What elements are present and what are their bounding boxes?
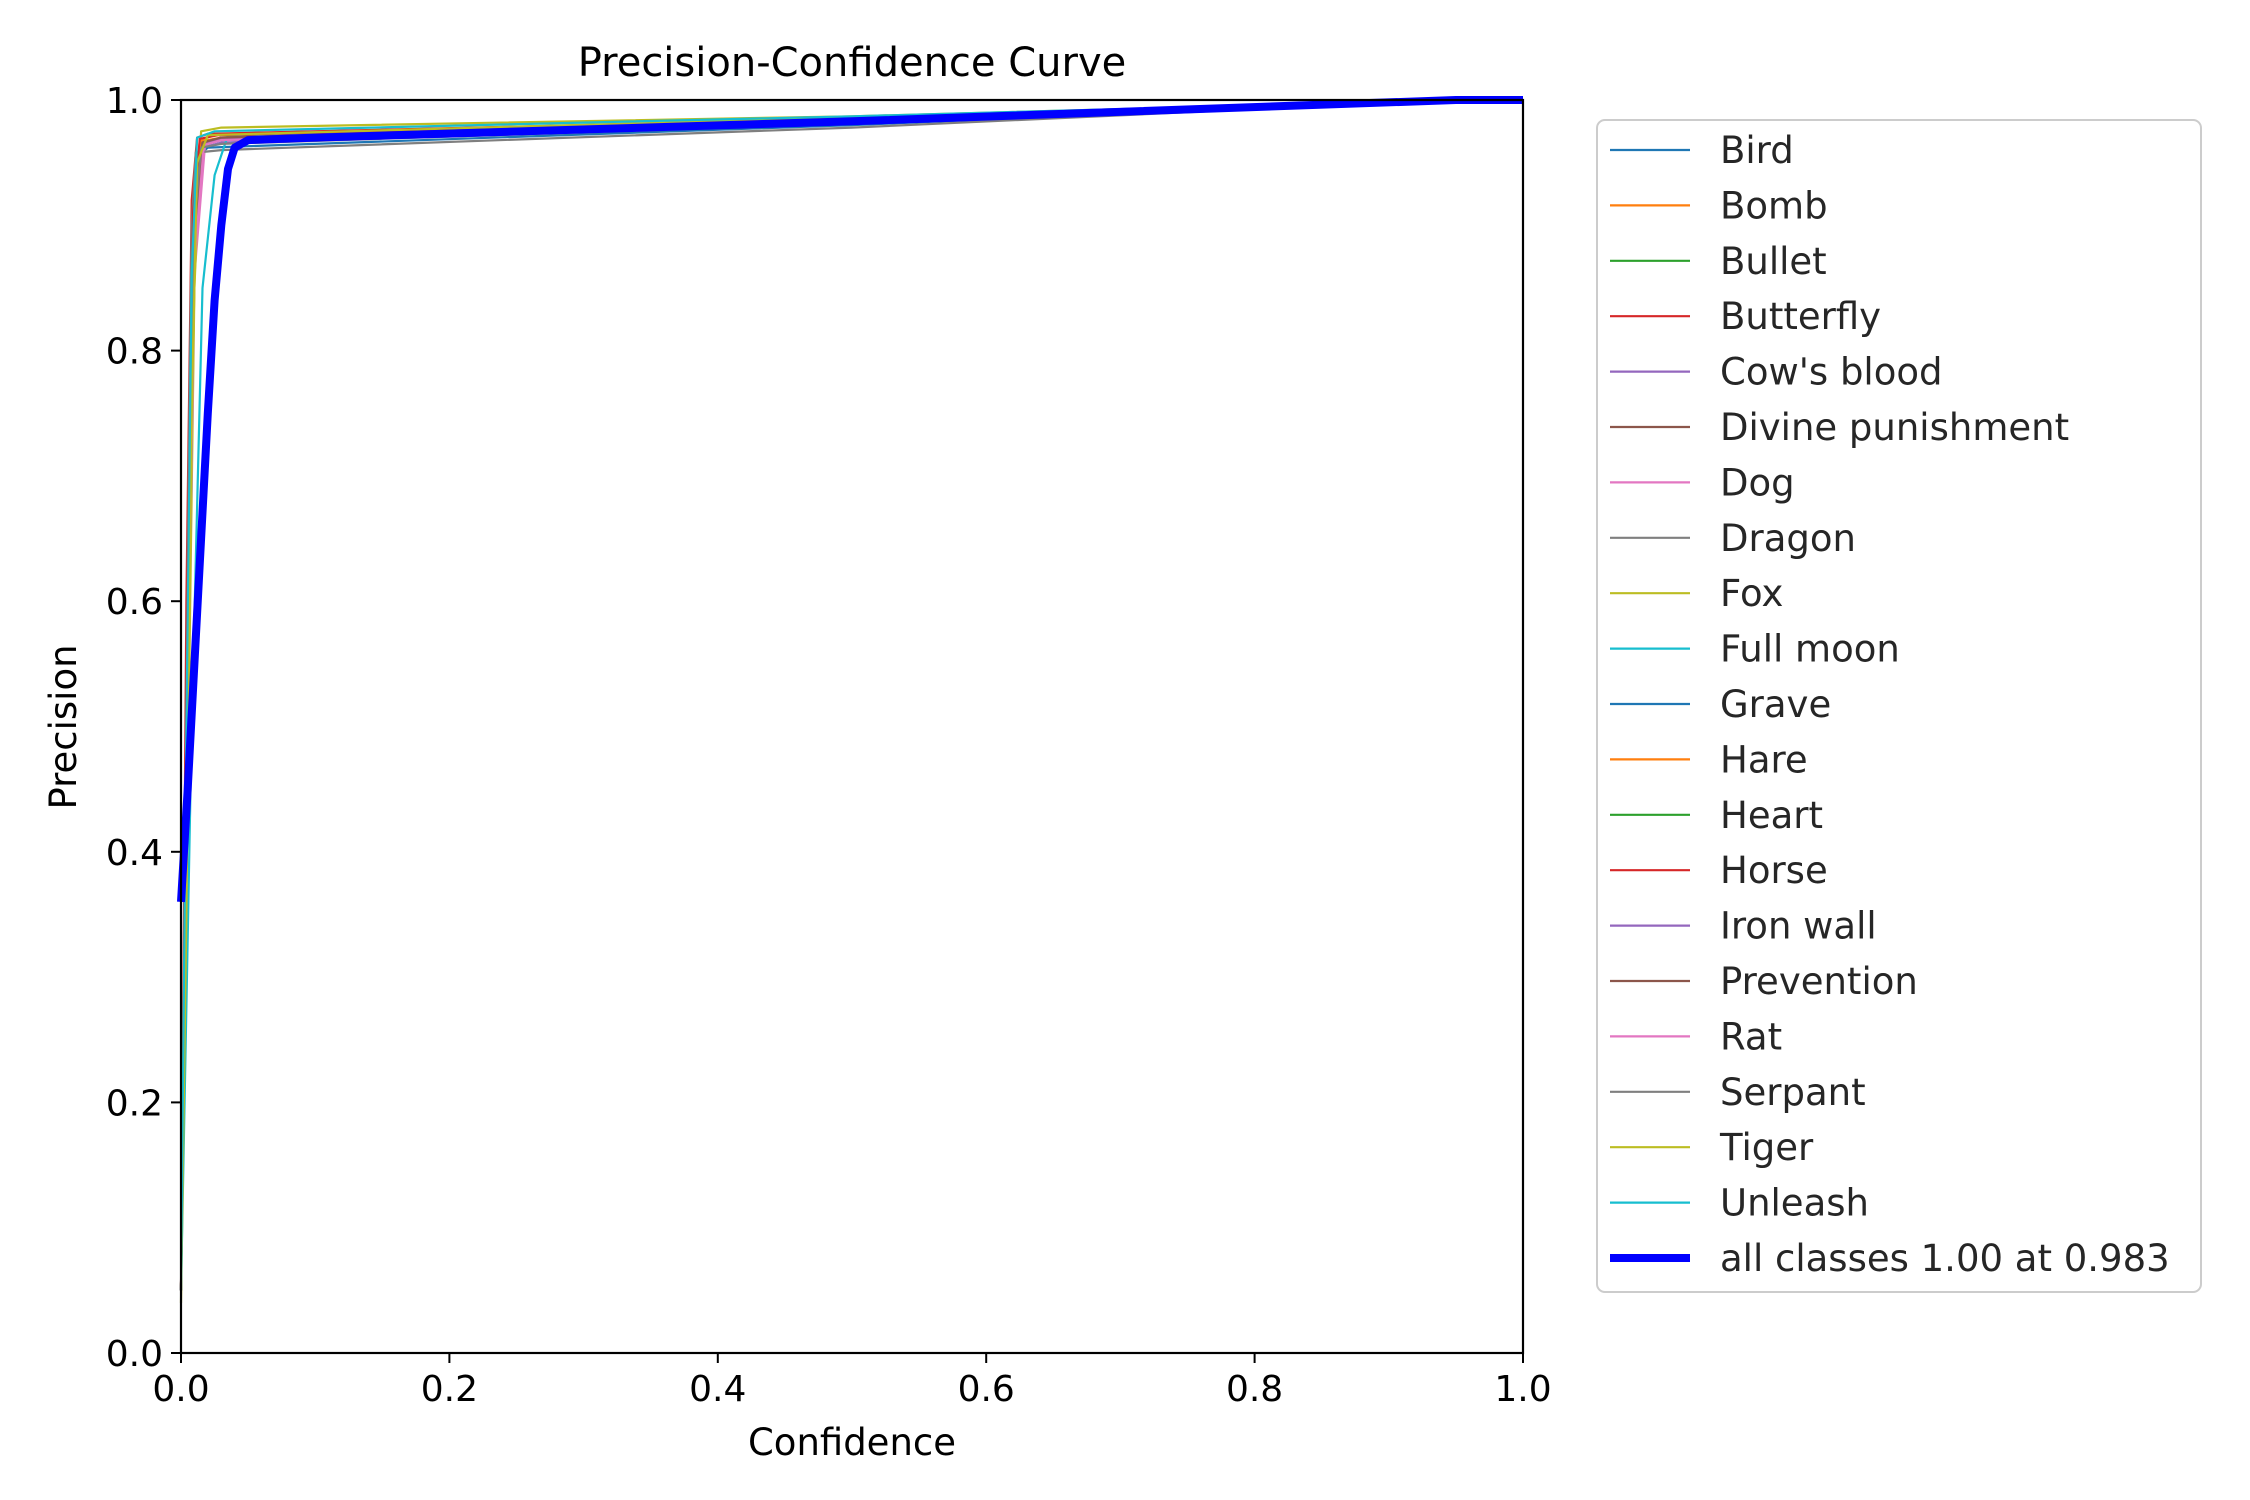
legend-frame xyxy=(1596,119,2202,1293)
y-axis-label: Precision xyxy=(42,644,85,809)
legend-label-10: Grave xyxy=(1720,683,1831,726)
y-tick-label: 0.2 xyxy=(106,1083,163,1124)
series-layer xyxy=(177,96,1523,1303)
legend-label-20: all classes 1.00 at 0.983 xyxy=(1720,1237,2170,1280)
y-axis-ticks: 0.0 0.2 0.4 0.6 0.8 1.0 xyxy=(106,81,181,1375)
legend-label-7: Dragon xyxy=(1720,517,1856,560)
x-axis-ticks: 0.0 0.2 0.4 0.6 0.8 1.0 xyxy=(152,1353,1552,1410)
legend-label-11: Hare xyxy=(1720,738,1808,781)
series-line-20 xyxy=(177,96,1523,903)
x-tick-label: 0.2 xyxy=(421,1369,478,1410)
y-tick-label: 0.4 xyxy=(106,833,163,874)
y-tick-label: 1.0 xyxy=(106,81,163,122)
x-axis-label: Confidence xyxy=(748,1421,956,1464)
legend-label-6: Dog xyxy=(1720,461,1795,504)
legend-label-9: Full moon xyxy=(1720,628,1900,671)
y-tick-label: 0.6 xyxy=(106,582,163,623)
legend-label-15: Prevention xyxy=(1720,960,1918,1003)
y-tick-label: 0.0 xyxy=(106,1334,163,1375)
legend-label-5: Divine punishment xyxy=(1720,406,2069,449)
y-tick-label: 0.8 xyxy=(106,332,163,373)
legend-label-14: Iron wall xyxy=(1720,905,1877,948)
legend-label-13: Horse xyxy=(1720,849,1828,892)
x-tick-label: 1.0 xyxy=(1494,1369,1551,1410)
plot-frame xyxy=(179,98,1525,1355)
legend-label-8: Fox xyxy=(1720,572,1783,615)
legend-label-3: Butterfly xyxy=(1720,295,1881,338)
x-tick-label: 0.0 xyxy=(152,1369,209,1410)
legend-label-12: Heart xyxy=(1720,794,1823,837)
x-tick-label: 0.8 xyxy=(1226,1369,1283,1410)
legend-label-18: Tiger xyxy=(1719,1126,1814,1169)
legend-label-0: Bird xyxy=(1720,129,1794,172)
legend-label-19: Unleash xyxy=(1720,1182,1869,1225)
legend-label-4: Cow's blood xyxy=(1720,351,1942,394)
chart-title: Precision-Confidence Curve xyxy=(578,40,1127,86)
x-tick-label: 0.6 xyxy=(958,1369,1015,1410)
legend-label-17: Serpant xyxy=(1720,1071,1866,1114)
x-tick-label: 0.4 xyxy=(689,1369,746,1410)
legend-label-2: Bullet xyxy=(1720,240,1827,283)
legend: Bird Bomb Bullet Butterfly Cow's blood Divine… xyxy=(1596,119,2202,1293)
legend-label-16: Rat xyxy=(1720,1015,1782,1058)
legend-label-1: Bomb xyxy=(1720,184,1828,227)
